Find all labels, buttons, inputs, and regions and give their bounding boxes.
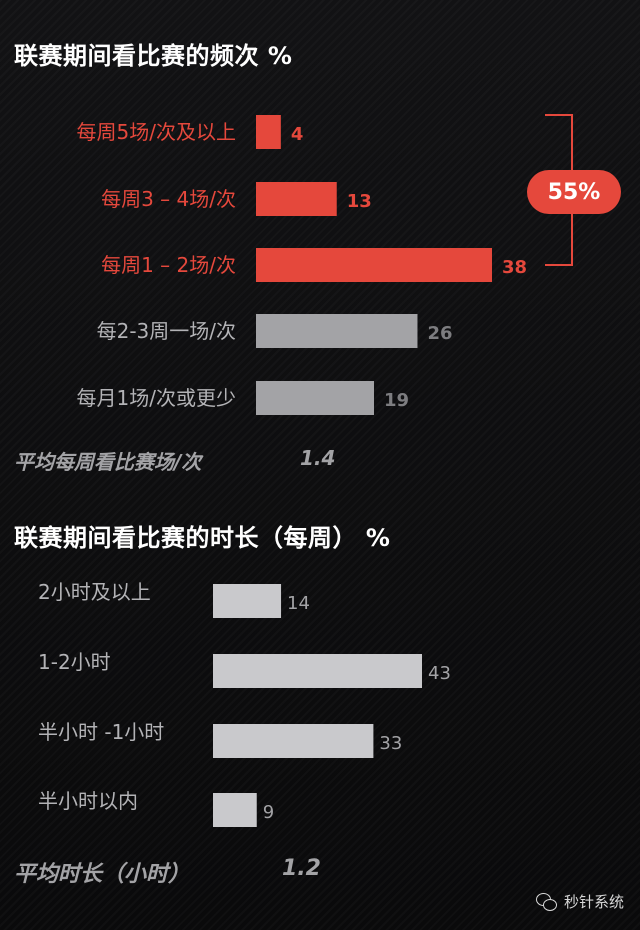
- value-label: 4: [291, 124, 304, 145]
- chart-1-average-label: 平均每周看比赛场/次: [14, 450, 202, 474]
- category-label: 1-2小时: [38, 650, 111, 674]
- wechat-icon: [535, 892, 558, 911]
- bar: [256, 115, 281, 149]
- value-label: 26: [427, 323, 452, 344]
- category-label: 每周1 – 2场/次: [101, 253, 236, 277]
- category-label: 每2-3周一场/次: [97, 319, 236, 343]
- bar: [256, 381, 374, 415]
- value-label: 33: [379, 733, 402, 754]
- value-label: 9: [263, 802, 274, 823]
- bar: [213, 793, 257, 827]
- bar: [213, 584, 282, 618]
- category-label: 每周5场/次及以上: [77, 120, 236, 144]
- category-label: 半小时 -1小时: [38, 720, 164, 744]
- chart-2-title: 联赛期间看比赛的时长（每周） %: [14, 524, 391, 552]
- value-label: 13: [347, 191, 372, 212]
- chart-1-average-value: 1.4: [300, 446, 336, 470]
- category-label: 每月1场/次或更少: [77, 386, 236, 410]
- category-label: 半小时以内: [38, 789, 138, 813]
- group-percentage-badge: 55%: [527, 170, 621, 214]
- category-label: 每周3 – 4场/次: [101, 187, 236, 211]
- chart-1-title: 联赛期间看比赛的频次 %: [14, 42, 293, 70]
- bar: [256, 314, 418, 348]
- value-label: 43: [428, 663, 451, 684]
- bar: [213, 724, 374, 758]
- bar: [256, 182, 337, 216]
- chart-2-average: 平均时长（小时） 1.2: [14, 856, 354, 888]
- bar: [256, 248, 492, 282]
- chart-1-average: 平均每周看比赛场/次 1.4: [14, 446, 374, 475]
- value-label: 14: [287, 593, 310, 614]
- watermark: 秒针系统: [535, 891, 624, 912]
- watermark-text: 秒针系统: [563, 893, 624, 911]
- chart-2-average-value: 1.2: [282, 856, 321, 881]
- value-label: 19: [384, 390, 409, 411]
- value-label: 38: [502, 257, 527, 278]
- bar: [213, 654, 422, 688]
- category-label: 2小时及以上: [38, 580, 151, 604]
- chart-2-average-label: 平均时长（小时）: [14, 862, 191, 887]
